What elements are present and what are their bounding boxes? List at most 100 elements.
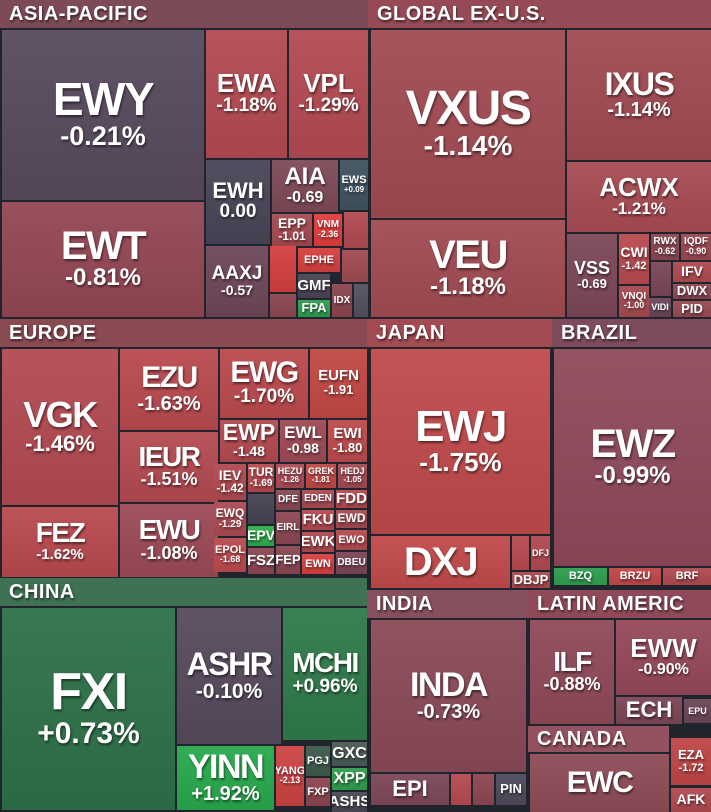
change-label: -1.29 [218,519,242,531]
tile-pid[interactable]: PID [673,301,711,317]
tile-unlabeled[interactable] [354,284,368,317]
tile-epi[interactable]: EPI [371,774,449,805]
tile-dbeu[interactable]: DBEU [336,552,367,574]
tile-inda[interactable]: INDA -0.73% [371,620,526,772]
ticker-label: EWT [60,224,147,269]
tile-ifv[interactable]: IFV [673,262,711,282]
tile-yinn[interactable]: YINN +1.92% [177,746,274,810]
change-label: -1.21% [612,199,666,218]
tile-eufn[interactable]: EUFN -1.91 [310,349,367,418]
change-label: -0.57 [221,281,253,298]
tile-vgk[interactable]: VGK -1.46% [2,349,118,505]
tile-unlabeled[interactable] [342,250,368,282]
tile-hezu[interactable]: HEZU -1.26 [276,464,304,488]
tile-aaxj[interactable]: AAXJ -0.57 [206,246,268,317]
tile-hedj[interactable]: HEDJ -1.05 [338,464,367,488]
tile-ilf[interactable]: ILF -0.88% [530,620,614,724]
tile-epol[interactable]: EPOL -1.68 [214,538,246,572]
tile-ewk[interactable]: EWK [302,532,334,552]
tile-grek[interactable]: GREK -1.81 [306,464,336,488]
tile-ewt[interactable]: EWT -0.81% [2,202,204,317]
tile-ewd[interactable]: EWD [336,510,367,528]
ticker-label: EZU [141,361,198,395]
tile-dwx[interactable]: DWX [673,284,711,299]
tile-pin[interactable]: PIN [496,774,526,805]
tile-gxc[interactable]: GXC [332,742,367,766]
tile-epv[interactable]: EPV [248,526,274,546]
tile-fez[interactable]: FEZ -1.62% [2,507,118,577]
tile-unlabeled[interactable] [344,212,368,248]
tile-ewh[interactable]: EWH 0.00 [206,160,270,244]
tile-dfe[interactable]: DFE [276,490,300,510]
tile-acwx[interactable]: ACWX -1.21% [567,162,711,232]
tile-ewl[interactable]: EWL -0.98 [280,420,326,462]
tile-ewc[interactable]: EWC [530,754,669,812]
tile-brf[interactable]: BRF [663,568,711,585]
tile-eirl[interactable]: EIRL [276,512,300,544]
tile-ech[interactable]: ECH [616,697,682,724]
tile-fep[interactable]: FEP [276,546,300,574]
tile-brzu[interactable]: BRZU [609,568,661,585]
tile-unlabeled[interactable] [270,246,296,292]
tile-veu[interactable]: VEU -1.18% [371,220,565,317]
tile-unlabeled[interactable] [473,774,494,805]
tile-iev[interactable]: IEV -1.42 [214,464,246,500]
tile-ewp[interactable]: EWP -1.48 [220,420,278,462]
tile-unlabeled[interactable] [512,536,529,570]
tile-ewg[interactable]: EWG -1.70% [220,349,308,418]
tile-tur[interactable]: TUR -1.69 [248,464,274,492]
tile-ewu[interactable]: EWU -1.08% [120,504,218,577]
tile-ewj[interactable]: EWJ -1.75% [371,349,550,534]
tile-ieur[interactable]: IEUR -1.51% [120,432,218,502]
tile-cwi[interactable]: CWI -1.42 [619,234,649,284]
tile-epp[interactable]: EPP -1.01 [272,214,312,246]
tile-gmf[interactable]: GMF [298,274,330,298]
tile-eden[interactable]: EDEN [302,490,334,508]
tile-ewi[interactable]: EWI -1.80 [328,420,367,462]
tile-epu[interactable]: EPU [684,699,711,723]
tile-ewa[interactable]: EWA -1.18% [206,30,287,158]
tile-ephe[interactable]: EPHE [298,248,340,272]
tile-dbjp[interactable]: DBJP [512,572,550,588]
tile-afk[interactable]: AFK [671,788,711,812]
tile-vnqi[interactable]: VNQI -1.00 [619,286,649,317]
tile-fxi[interactable]: FXI +0.73% [2,608,175,810]
tile-dfj[interactable]: DFJ [531,536,550,570]
tile-ewy[interactable]: EWY -0.21% [2,30,204,200]
tile-unlabeled[interactable] [270,294,296,317]
tile-unlabeled[interactable] [248,494,274,524]
tile-aia[interactable]: AIA -0.69 [272,160,338,212]
tile-ezu[interactable]: EZU -1.63% [120,349,218,430]
tile-idx[interactable]: IDX [332,284,352,317]
tile-unlabeled[interactable] [451,774,471,805]
tile-vnm[interactable]: VNM -2.36 [314,214,342,246]
tile-ewn[interactable]: EWN [302,554,334,574]
tile-ewo[interactable]: EWO [336,530,367,550]
tile-yang[interactable]: YANG -2.13 [276,746,304,806]
tile-fxp[interactable]: FXP [306,778,330,806]
tile-ewq[interactable]: EWQ -1.29 [214,502,246,536]
tile-ews[interactable]: EWS +0.09 [340,160,368,210]
tile-mchi[interactable]: MCHI +0.96% [283,608,367,740]
tile-rwx[interactable]: RWX -0.62 [651,234,679,260]
tile-xpp[interactable]: XPP [332,768,367,790]
tile-ixus[interactable]: IXUS -1.14% [567,30,711,160]
tile-unlabeled[interactable] [651,262,671,296]
tile-ashr[interactable]: ASHR -0.10% [177,608,281,744]
tile-eww[interactable]: EWW -0.90% [616,620,711,695]
tile-vxus[interactable]: VXUS -1.14% [371,30,565,218]
tile-bzq[interactable]: BZQ [554,568,607,585]
tile-eza[interactable]: EZA -1.72 [671,738,711,785]
tile-fdd[interactable]: FDD [336,490,367,508]
tile-fsz[interactable]: FSZ [248,548,274,574]
tile-fku[interactable]: FKU [302,510,334,530]
tile-vss[interactable]: VSS -0.69 [567,234,617,317]
tile-ashs[interactable]: ASHS [332,792,367,812]
tile-vidi[interactable]: VIDI [649,298,671,317]
tile-dxj[interactable]: DXJ [371,536,510,588]
tile-vpl[interactable]: VPL -1.29% [289,30,368,158]
tile-ewz[interactable]: EWZ -0.99% [554,349,711,566]
tile-iqdf[interactable]: IQDF -0.90 [681,234,711,260]
tile-pgj[interactable]: PGJ [306,746,330,776]
tile-fpa[interactable]: FPA [298,300,330,317]
